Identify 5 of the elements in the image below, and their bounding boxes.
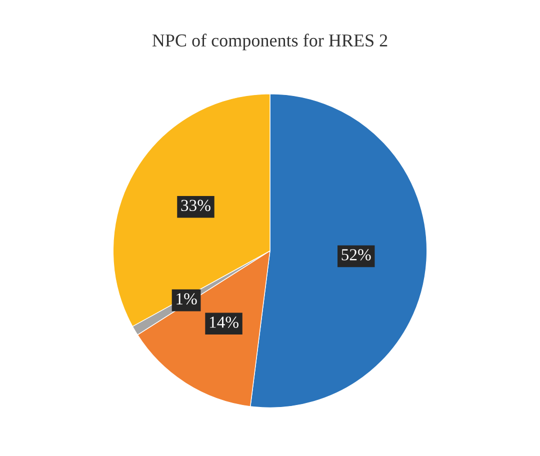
data-label: 52% [342,249,371,260]
data-label: 1% [176,293,197,305]
data-label: 33% [181,200,210,212]
data-label: 14% [210,316,238,328]
chart-title: NPC of components for HRES 2 [152,34,388,50]
